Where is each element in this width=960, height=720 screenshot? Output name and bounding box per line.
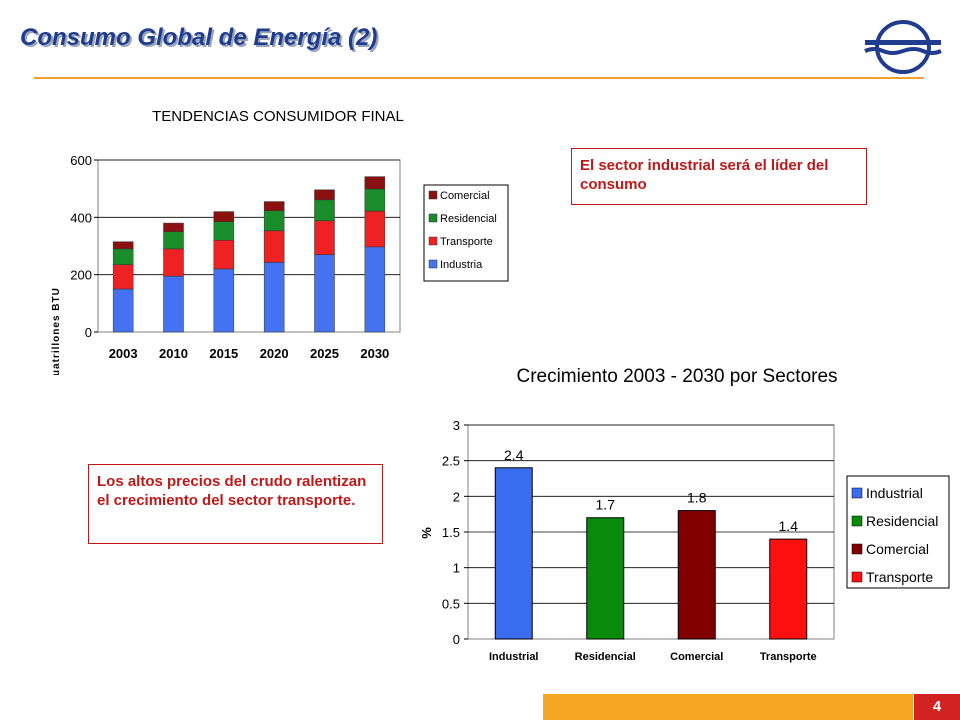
chart2-legend-label: Residencial	[866, 513, 938, 529]
chart1-bar-residencial-2010	[163, 231, 184, 250]
chart2-legend: Industrial Residencial Comercial Transporte	[846, 475, 950, 589]
chart1-legend-swatch	[428, 190, 438, 200]
chart1-legend-box	[423, 184, 509, 282]
chart1-bar-industria-2010	[163, 275, 184, 333]
chart2-legend-label: Industrial	[866, 485, 923, 501]
chart1-ytick-label: 0	[85, 325, 92, 340]
chart1-bar-comercial-2025	[314, 189, 335, 201]
chart2-data-label: 2.4	[504, 447, 524, 463]
chart1-bar-comercial-2030	[364, 176, 386, 190]
chart1-bar-comercial-2015	[213, 211, 235, 222]
chart1-title: TENDENCIAS CONSUMIDOR FINAL	[152, 108, 404, 125]
chart1-ytick-label: 600	[70, 153, 92, 168]
chart1-bar-residencial-2020	[263, 210, 285, 232]
chart2-legend-swatch	[851, 487, 863, 499]
chart2-ytick-label: 0	[453, 632, 460, 647]
chart1-bar-transporte-2003	[112, 264, 134, 290]
chart1-bar-industria-2020	[263, 262, 285, 333]
chart1-bar-transporte-2015	[213, 240, 235, 270]
chart2-xtick-label: Transporte	[760, 651, 817, 663]
chart2-legend-swatch	[851, 515, 863, 527]
chart2-data-label: 1.7	[596, 497, 616, 513]
chart2-bar-transporte	[769, 538, 808, 640]
chart2-ytick-label: 2.5	[442, 454, 460, 469]
chart2-bar-industrial	[494, 467, 533, 640]
chart2-ytick-label: 3	[453, 418, 460, 433]
chart1-bar-transporte-2030	[364, 210, 386, 248]
chart1-xtick-label: 2010	[159, 346, 188, 361]
chart2-legend-label: Transporte	[866, 569, 933, 585]
footer-bar	[543, 694, 913, 720]
chart1-bar-industria-2003	[112, 288, 134, 333]
chart1-legend-swatch	[428, 259, 438, 269]
chart1-bar-transporte-2010	[163, 248, 184, 277]
chart1-ylabel: Quatrillones BTU	[51, 287, 62, 375]
chart2-bar-residencial	[586, 517, 625, 640]
chart1-bar-residencial-2003	[112, 248, 134, 265]
chart1-legend-label: Transporte	[440, 236, 493, 248]
chart2-ytick-label: 1.5	[442, 525, 460, 540]
header-divider	[34, 77, 924, 79]
chart1-ytick-label: 400	[70, 210, 92, 225]
chart1-legend-label: Industria	[440, 259, 483, 271]
chart1-frame	[97, 159, 401, 333]
chart1-legend: Comercial Residencial Transporte Industria	[423, 184, 509, 282]
chart1-bar-comercial-2003	[112, 241, 134, 250]
chart2-title: Crecimiento 2003 - 2030 por Sectores	[516, 366, 837, 387]
stacked-bar-chart: TENDENCIAS CONSUMIDOR FINAL Quatrillones…	[51, 108, 509, 375]
industrial-callout: El sector industrial será el líder del c…	[571, 148, 867, 205]
chart1-bar-comercial-2020	[263, 201, 285, 211]
chart2-xtick-label: Comercial	[670, 651, 723, 663]
chart2-legend-label: Comercial	[866, 541, 929, 557]
page-title: Consumo Global de Energía (2)	[20, 24, 378, 51]
chart1-bar-residencial-2025	[314, 199, 335, 222]
chart1-bar-industria-2025	[314, 254, 335, 333]
chart1-bar-transporte-2025	[314, 220, 335, 255]
chart2-legend-swatch	[851, 571, 863, 583]
chart1-xtick-label: 2003	[109, 346, 138, 361]
chart2-ylabel: %	[419, 527, 434, 539]
chart1-xtick-label: 2030	[360, 346, 389, 361]
chart2-xtick-label: Residencial	[575, 651, 636, 663]
chart2-ytick-label: 2	[453, 489, 460, 504]
chart1-bar-residencial-2030	[364, 188, 386, 212]
transport-callout: Los altos precios del crudo ralentizan e…	[88, 464, 383, 544]
chart1-legend-label: Comercial	[440, 190, 490, 202]
chart1-legend-swatch	[428, 213, 438, 223]
chart2-plot-area: 0 0.5 1 1.5 2 2.5 3 2.4 Industrial 1.7 Residencial…	[442, 418, 835, 663]
chart1-bar-industria-2015	[213, 268, 235, 333]
chart1-plot-area: 0 200 400 600 2003 2010 2015 2020 2025 2030	[70, 153, 401, 361]
company-logo	[864, 20, 942, 74]
chart1-xtick-label: 2020	[260, 346, 289, 361]
chart2-legend-swatch	[851, 543, 863, 555]
chart1-bar-transporte-2020	[263, 230, 285, 263]
chart2-data-label: 1.8	[687, 490, 707, 506]
chart2-bar-comercial	[677, 510, 716, 640]
chart1-xtick-label: 2025	[310, 346, 339, 361]
chart2-legend-box	[846, 475, 950, 589]
chart2-ytick-label: 0.5	[442, 596, 460, 611]
chart1-legend-label: Residencial	[440, 213, 497, 225]
chart1-bar-industria-2030	[364, 246, 386, 333]
chart1-ytick-label: 200	[70, 268, 92, 283]
chart1-bar-comercial-2010	[163, 222, 184, 232]
chart1-legend-swatch	[428, 236, 438, 246]
chart2-data-label: 1.4	[779, 518, 799, 534]
chart1-xtick-label: 2015	[209, 346, 238, 361]
page-number: 4	[914, 694, 960, 720]
chart2-xtick-label: Industrial	[489, 651, 539, 663]
chart1-bar-residencial-2015	[213, 221, 235, 241]
chart2-ytick-label: 1	[453, 561, 460, 576]
growth-bar-chart: Crecimiento 2003 - 2030 por Sectores % 0…	[419, 366, 950, 663]
